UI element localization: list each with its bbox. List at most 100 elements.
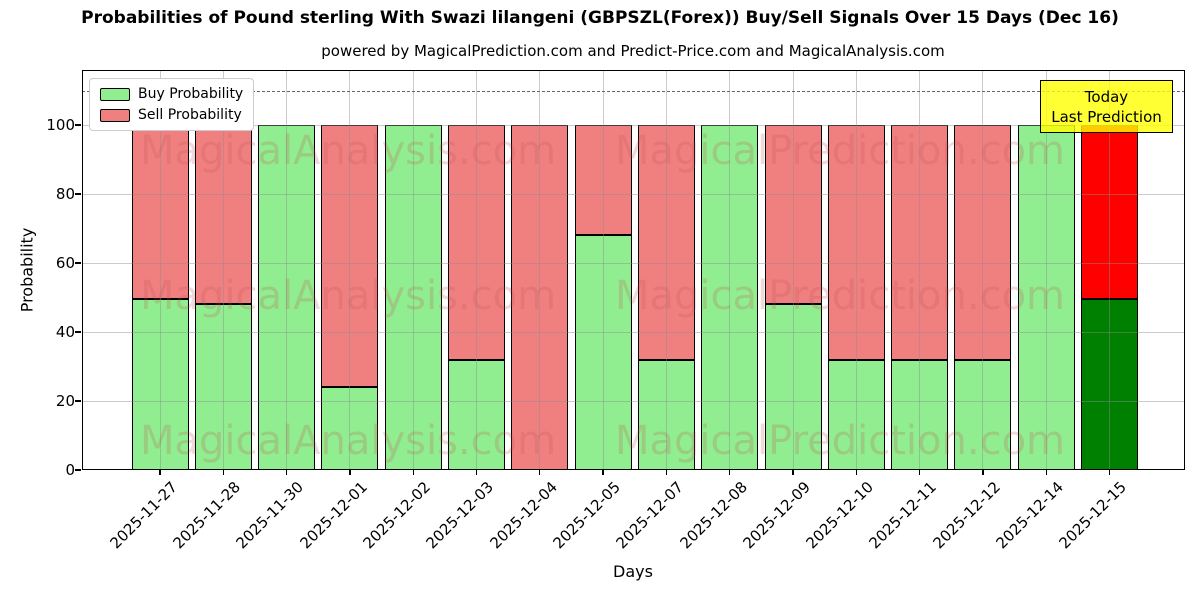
legend-item-sell: Sell Probability [100, 107, 243, 123]
x-tick-label: 2025-12-08 [676, 478, 751, 553]
v-gridline [476, 70, 477, 470]
x-tick-label: 2025-12-10 [802, 478, 878, 553]
bar-segment-buy [891, 359, 949, 470]
bar-segment-buy [764, 304, 822, 470]
bar-segment-buy [131, 299, 189, 470]
y-tick-label: 40 [55, 323, 75, 341]
x-tick-label: 2025-12-05 [549, 478, 624, 553]
bar-segment-sell [891, 125, 949, 360]
v-gridline [222, 70, 224, 470]
watermark-text: MagicalPrediction.com [615, 418, 1065, 464]
y-tick-label: 80 [55, 185, 75, 203]
x-tick-label: 2025-12-03 [422, 478, 498, 553]
v-gridline [412, 70, 414, 470]
bar-segment-buy [1017, 125, 1075, 470]
chart-title: Probabilities of Pound sterling With Swa… [81, 8, 1119, 28]
x-tick-label: 2025-12-04 [486, 478, 561, 553]
x-tick-label: 2025-11-30 [232, 478, 308, 553]
x-tick-label: 2025-12-07 [612, 478, 688, 553]
y-axis-label: Probability [17, 227, 37, 313]
x-tick-label: 2025-12-12 [929, 478, 1004, 553]
bar-segment-sell [1081, 125, 1138, 300]
plot-area: MagicalAnalysis.com MagicalPrediction.com… [82, 70, 1185, 470]
y-tick-mark [75, 400, 81, 402]
x-tick-label: 2025-11-28 [169, 478, 245, 553]
x-tick-mark [222, 470, 224, 475]
x-tick-mark [729, 470, 731, 475]
bar-segment-sell [321, 125, 379, 388]
bar-segment-buy [448, 359, 505, 470]
x-tick-label: 2025-12-02 [359, 478, 434, 553]
bar-segment-sell [131, 125, 189, 300]
y-tick-mark [75, 124, 81, 126]
bar-segment-buy [574, 235, 632, 470]
v-gridline [1109, 70, 1110, 470]
bar-segment-buy [954, 359, 1012, 470]
v-gridline [349, 70, 351, 470]
watermark-text: MagicalAnalysis.com [139, 273, 557, 319]
x-tick-mark [1045, 470, 1047, 475]
today-annotation: Today Last Prediction [1040, 80, 1173, 133]
y-tick-mark [75, 193, 81, 195]
x-tick-mark [349, 470, 351, 475]
v-gridline [159, 70, 161, 470]
y-tick-mark [75, 331, 81, 333]
today-annotation-line2: Last Prediction [1051, 107, 1162, 126]
bar-segment-sell [637, 125, 695, 360]
watermark-text: MagicalPrediction.com [615, 273, 1065, 319]
y-tick-label: 60 [55, 254, 75, 272]
y-tick-mark [75, 469, 81, 471]
bar-segment-sell [448, 125, 505, 360]
bar-segment-sell [574, 125, 632, 236]
bar-segment-buy [258, 125, 316, 470]
bar-segment-buy [701, 125, 759, 470]
x-tick-mark [918, 470, 921, 475]
buy-swatch [100, 87, 130, 101]
legend-label-sell: Sell Probability [138, 107, 242, 123]
x-tick-mark [665, 470, 668, 475]
y-tick-mark [75, 262, 81, 264]
legend-label-buy: Buy Probability [138, 86, 244, 102]
x-tick-label: 2025-12-11 [865, 478, 941, 553]
v-gridline [665, 70, 667, 470]
bar-segment-buy [1081, 299, 1138, 470]
x-tick-mark [475, 470, 478, 475]
watermark-text: MagicalPrediction.com [615, 128, 1065, 174]
v-gridline [539, 70, 541, 470]
x-tick-mark [982, 470, 984, 475]
x-tick-label: 2025-12-15 [1055, 478, 1131, 553]
v-gridline [1045, 70, 1047, 470]
v-gridline [286, 70, 288, 470]
x-tick-mark [855, 470, 857, 475]
y-tick-label: 20 [55, 392, 75, 410]
bar-segment-sell [764, 125, 822, 305]
x-tick-label: 2025-12-01 [296, 478, 371, 553]
x-tick-label: 2025-11-27 [106, 478, 181, 553]
v-gridline [729, 70, 731, 470]
x-tick-mark [159, 470, 161, 475]
y-tick-label: 100 [46, 116, 75, 134]
h-gridline [82, 124, 1185, 126]
watermark-text: MagicalAnalysis.com [139, 128, 557, 174]
bar-segment-sell [954, 125, 1012, 360]
legend-item-buy: Buy Probability [100, 86, 243, 102]
bar-segment-buy [827, 359, 885, 470]
y-tick-label: 0 [65, 461, 75, 479]
x-tick-mark [285, 470, 288, 475]
x-tick-mark [412, 470, 414, 475]
v-gridline [855, 70, 857, 470]
x-tick-mark [602, 470, 604, 475]
bar-segment-sell [827, 125, 885, 360]
bar-segment-buy [384, 125, 442, 470]
v-gridline [602, 70, 604, 470]
watermark-text: MagicalAnalysis.com [139, 418, 557, 464]
chart-subtitle: powered by MagicalPrediction.com and Pre… [321, 42, 945, 60]
bar-segment-sell [511, 125, 569, 470]
x-axis-label: Days [613, 562, 653, 581]
h-gridline [82, 262, 1185, 264]
v-gridline [792, 70, 794, 470]
h-gridline [82, 331, 1185, 333]
bar-segment-sell [194, 125, 252, 305]
x-tick-mark [1108, 470, 1111, 475]
